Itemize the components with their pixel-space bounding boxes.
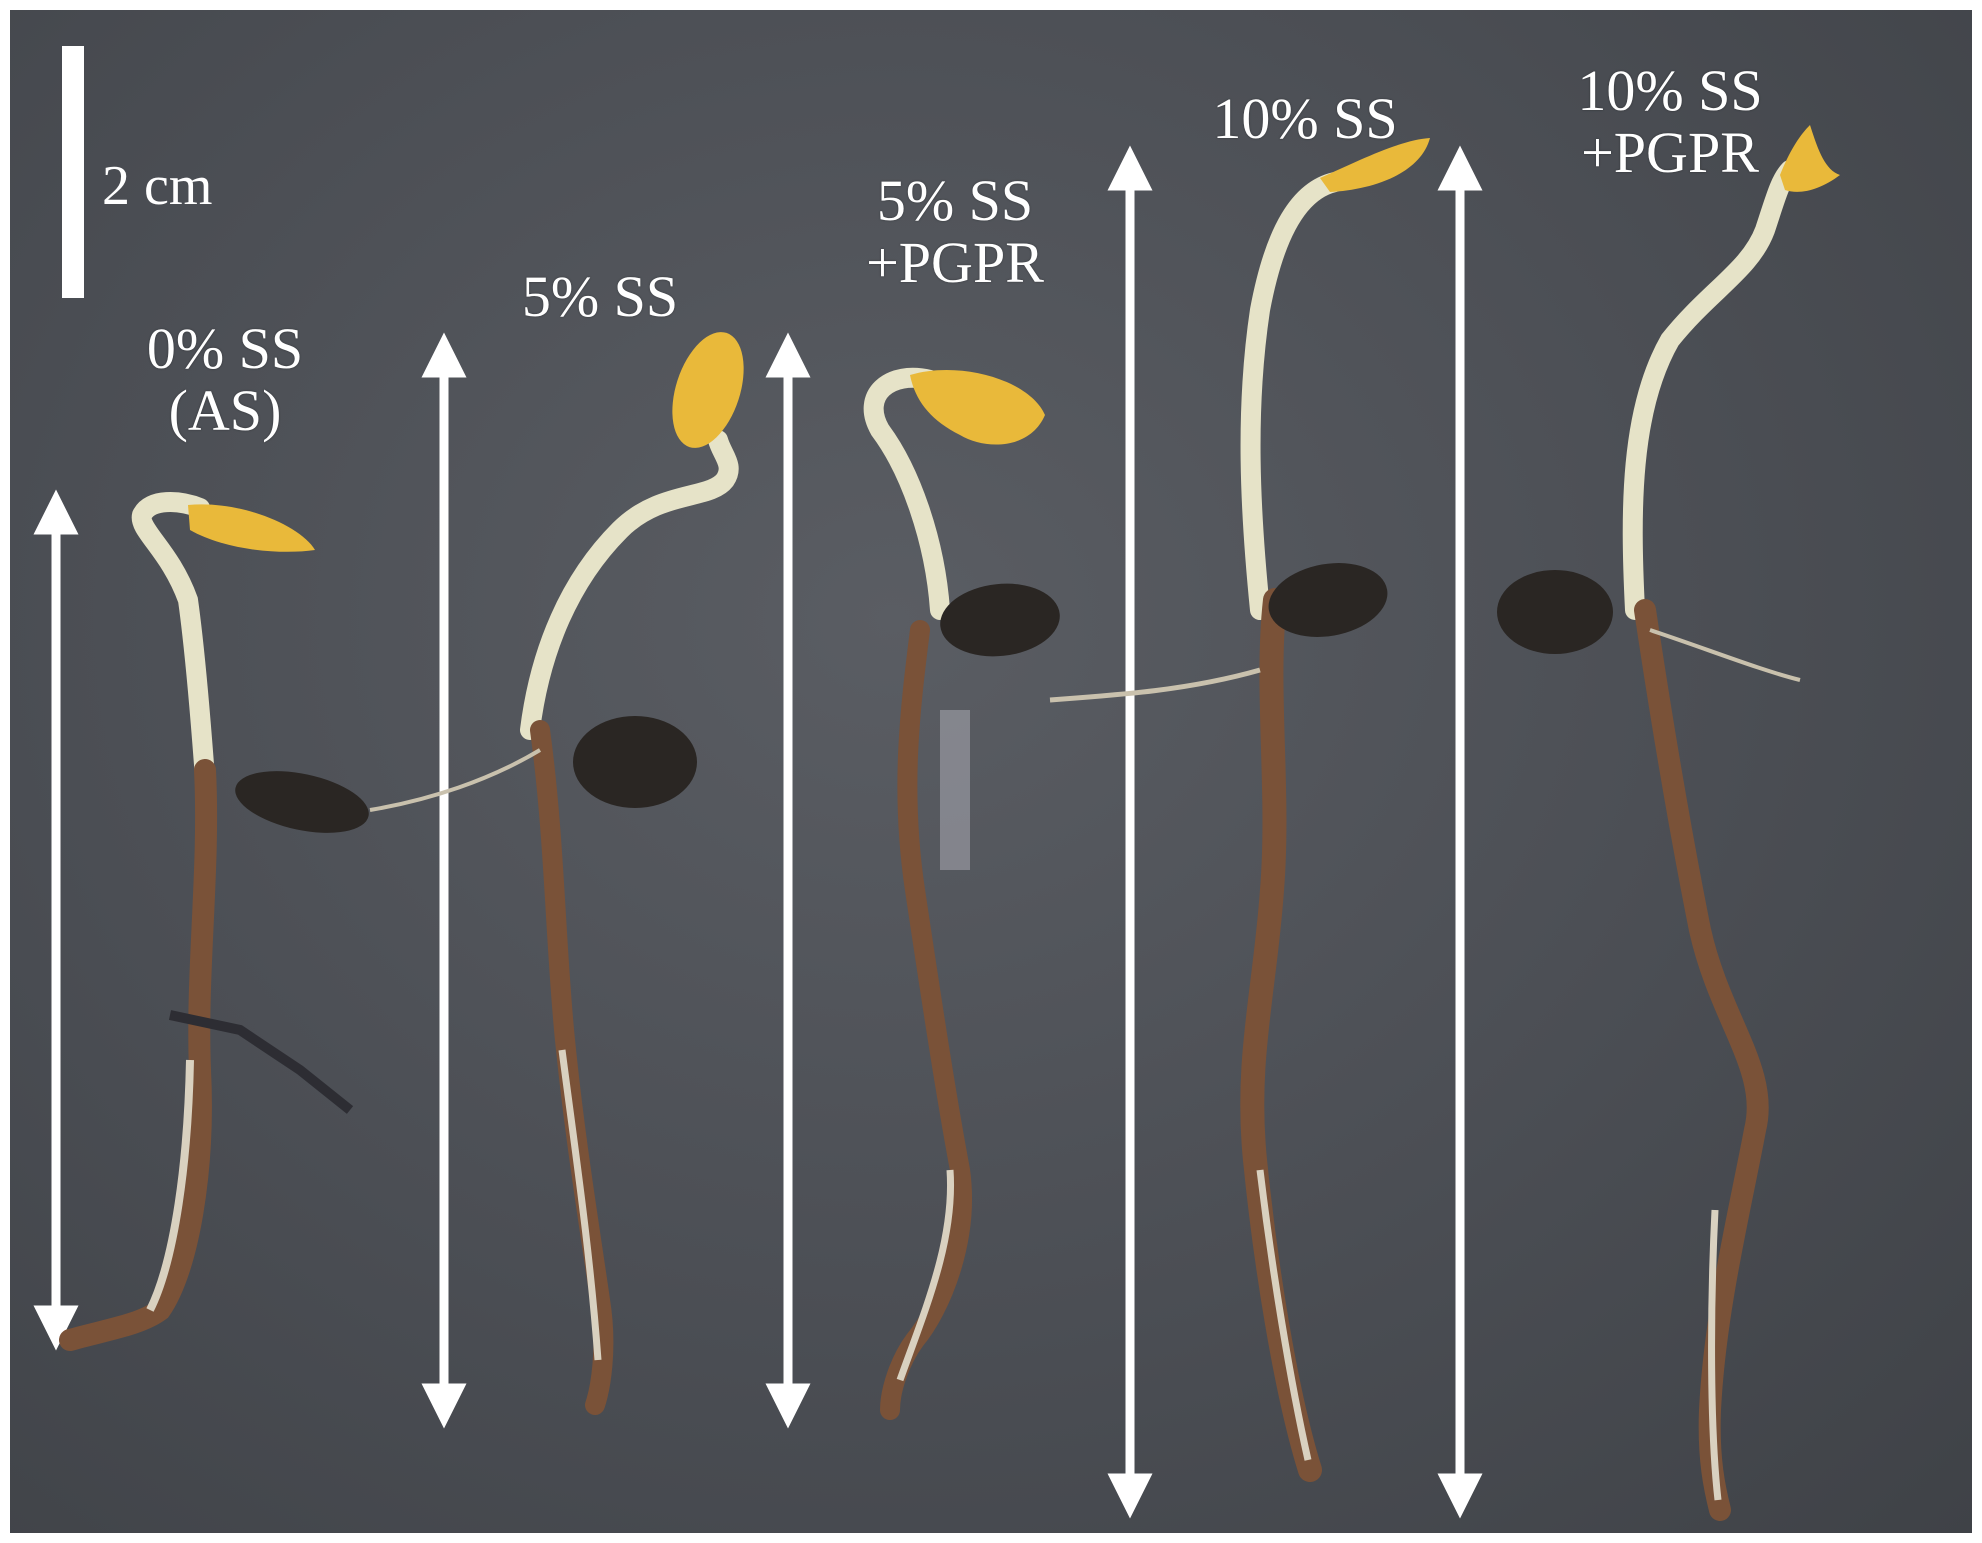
label-0pct-ss: 0% SS (AS) <box>120 318 330 442</box>
label-line: 10% SS <box>1577 58 1763 123</box>
seedling-photo: 2 cm 0% SS (AS) 5% SS 5% SS +PGPR 10% SS… <box>10 10 1972 1533</box>
label-5pct-ss: 5% SS <box>490 266 710 328</box>
label-line: +PGPR <box>1581 120 1759 185</box>
label-line: 5% SS <box>521 264 679 329</box>
seedling-0 <box>59 492 369 1351</box>
label-line: 5% SS <box>876 168 1034 233</box>
scale-bar-label: 2 cm <box>102 155 213 217</box>
label-10pct-ss: 10% SS <box>1180 88 1430 150</box>
label-10pct-ss-pgpr: 10% SS +PGPR <box>1535 60 1805 184</box>
seedling-3 <box>1049 138 1430 1482</box>
label-5pct-ss-pgpr: 5% SS +PGPR <box>835 170 1075 294</box>
seedlings-illustration <box>33 46 1840 1521</box>
scale-bar <box>62 46 84 298</box>
seedling-4 <box>1497 125 1840 1521</box>
label-line: +PGPR <box>866 230 1044 295</box>
seedling-2 <box>863 367 1060 1420</box>
label-line: 0% SS <box>146 316 304 381</box>
label-line: (AS) <box>168 378 282 443</box>
seedling-1 <box>369 332 744 1415</box>
label-line: 10% SS <box>1212 86 1398 151</box>
